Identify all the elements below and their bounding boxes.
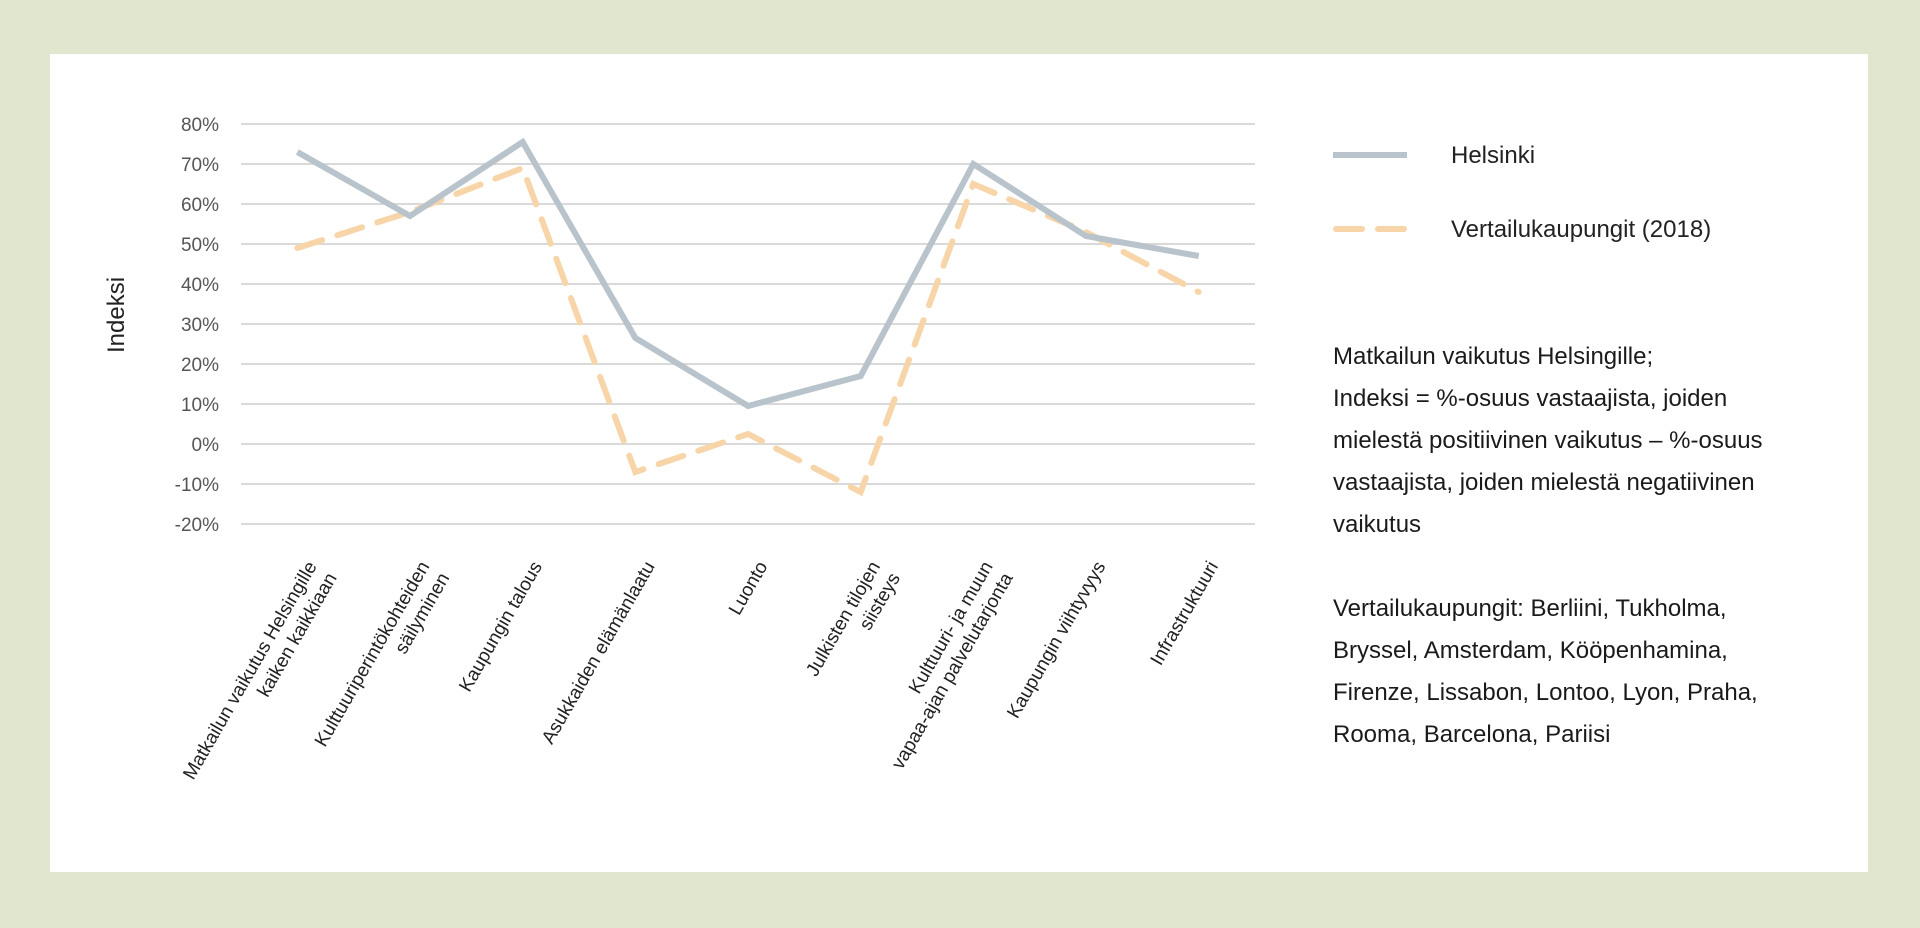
x-category-label-line: Kaupungin viihtyvyys xyxy=(1003,558,1110,722)
note-line: Vertailukaupungit: Berliini, Tukholma, xyxy=(1333,595,1727,622)
y-tick-label: 80% xyxy=(181,115,219,136)
y-tick-label: 10% xyxy=(181,395,219,416)
y-tick-label: 20% xyxy=(181,355,219,376)
x-category-label: Infrastruktuuri xyxy=(1147,558,1223,669)
note-line: Indeksi = %-osuus vastaajista, joiden xyxy=(1333,385,1728,412)
x-category-label-line: Asukkaiden elämänlaatu xyxy=(538,558,660,748)
y-tick-label: -10% xyxy=(175,475,219,496)
x-category-label-line: Kaupungin talous xyxy=(455,558,547,696)
y-tick-label: -20% xyxy=(175,515,219,536)
chart-notes: Matkailun vaikutus Helsingille; Indeksi … xyxy=(1333,336,1853,756)
series-line-1 xyxy=(294,164,1202,497)
series-line-0 xyxy=(295,137,1200,410)
x-category-label: Julkisten tilojensiisteys xyxy=(802,558,905,692)
note-line: mielestä positiivinen vaikutus – %-osuus xyxy=(1333,427,1763,454)
legend-label: Helsinki xyxy=(1451,142,1535,169)
y-axis-title: Indeksi xyxy=(103,277,130,353)
x-category-label: Kaupungin talous xyxy=(455,558,547,696)
y-tick-label: 0% xyxy=(192,435,220,456)
x-category-label-line: Infrastruktuuri xyxy=(1147,558,1223,669)
note-line: Rooma, Barcelona, Pariisi xyxy=(1333,721,1611,748)
note-spacer xyxy=(1333,546,1853,588)
x-category-label-line: vapaa-ajan palvelutarjonta xyxy=(888,569,1018,773)
note-line: vaikutus xyxy=(1333,511,1422,538)
legend-label: Vertailukaupungit (2018) xyxy=(1451,216,1711,243)
y-tick-label: 50% xyxy=(181,235,219,256)
line-chart: 80% 70% 60% 50% 40% 30% 20% 10% 0% -10% -20% Indeks… xyxy=(103,115,1711,795)
x-category-label-line: Luonto xyxy=(725,558,772,619)
note-line: Firenze, Lissabon, Lontoo, Lyon, Praha, xyxy=(1333,679,1758,706)
x-category-label: Asukkaiden elämänlaatu xyxy=(538,558,660,748)
y-tick-label: 60% xyxy=(181,195,219,216)
note-line: vastaajista, joiden mielestä negatiivine… xyxy=(1333,469,1755,496)
note-line: Bryssel, Amsterdam, Kööpenhamina, xyxy=(1333,637,1728,664)
x-category-label: Kaupungin viihtyvyys xyxy=(1003,558,1110,722)
x-category-label: Luonto xyxy=(725,558,772,619)
y-tick-label: 70% xyxy=(181,155,219,176)
x-category-label: Matkailun vaikutus Helsingillekaiken kai… xyxy=(179,558,341,795)
chart-card: 80% 70% 60% 50% 40% 30% 20% 10% 0% -10% -20% Indeks… xyxy=(50,54,1868,872)
x-category-label-line: Matkailun vaikutus Helsingille xyxy=(179,558,321,783)
y-tick-label: 30% xyxy=(181,315,219,336)
note-line: Matkailun vaikutus Helsingille; xyxy=(1333,343,1654,370)
y-tick-label: 40% xyxy=(181,275,219,296)
